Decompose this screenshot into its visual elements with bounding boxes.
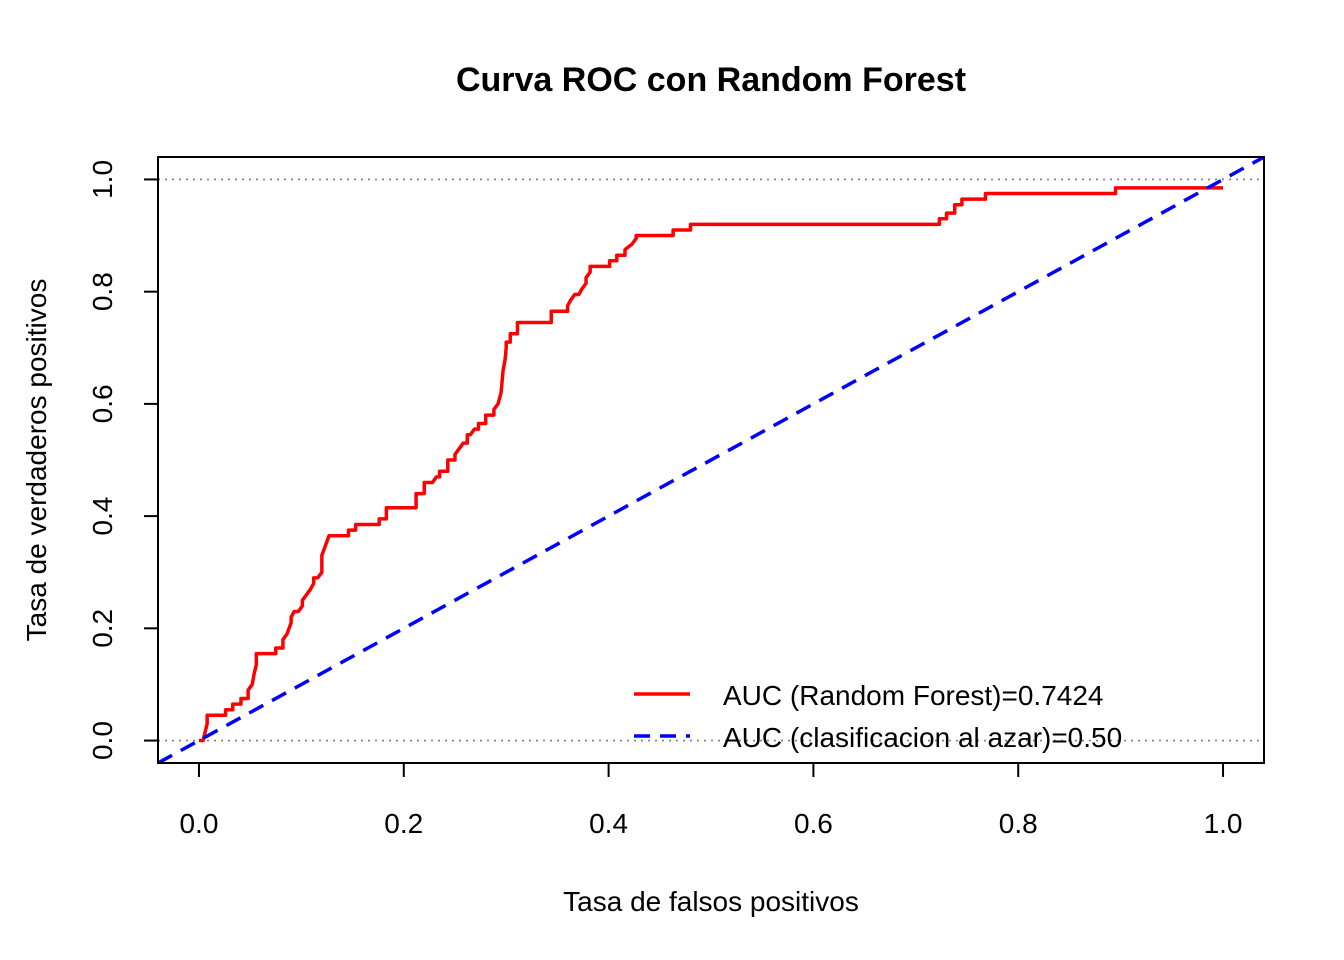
y-tick-label: 0.8	[87, 272, 118, 311]
series-line-0	[198, 186, 1224, 743]
x-axis: 0.0 0.2 0.4 0.6 0.8 1.0	[179, 762, 1243, 839]
series-layer	[158, 157, 1264, 763]
y-axis: 0.0 0.2 0.4 0.6 0.8 1.0	[87, 160, 159, 760]
y-tick-label: 0.6	[87, 384, 118, 423]
legend-label-random-classifier: AUC (clasificacion al azar)=0.50	[723, 722, 1122, 753]
y-tick-label: 1.0	[87, 160, 118, 199]
x-axis-label: Tasa de falsos positivos	[563, 886, 859, 917]
x-tick-label: 0.2	[384, 808, 423, 839]
x-tick-label: 0.8	[999, 808, 1038, 839]
legend: AUC (Random Forest)=0.7424 AUC (clasific…	[634, 680, 1122, 753]
series-line-1	[158, 157, 1264, 763]
y-tick-label: 0.2	[87, 609, 118, 648]
x-tick-label: 0.4	[589, 808, 628, 839]
y-tick-label: 0.0	[87, 721, 118, 760]
x-tick-label: 0.0	[179, 808, 218, 839]
x-tick-label: 0.6	[794, 808, 833, 839]
reference-lines	[158, 178, 1264, 742]
legend-label-random-forest: AUC (Random Forest)=0.7424	[723, 680, 1104, 711]
y-axis-label: Tasa de verdaderos positivos	[21, 279, 52, 642]
y-tick-label: 0.4	[87, 497, 118, 536]
chart-title: Curva ROC con Random Forest	[456, 61, 966, 99]
x-tick-label: 1.0	[1204, 808, 1243, 839]
